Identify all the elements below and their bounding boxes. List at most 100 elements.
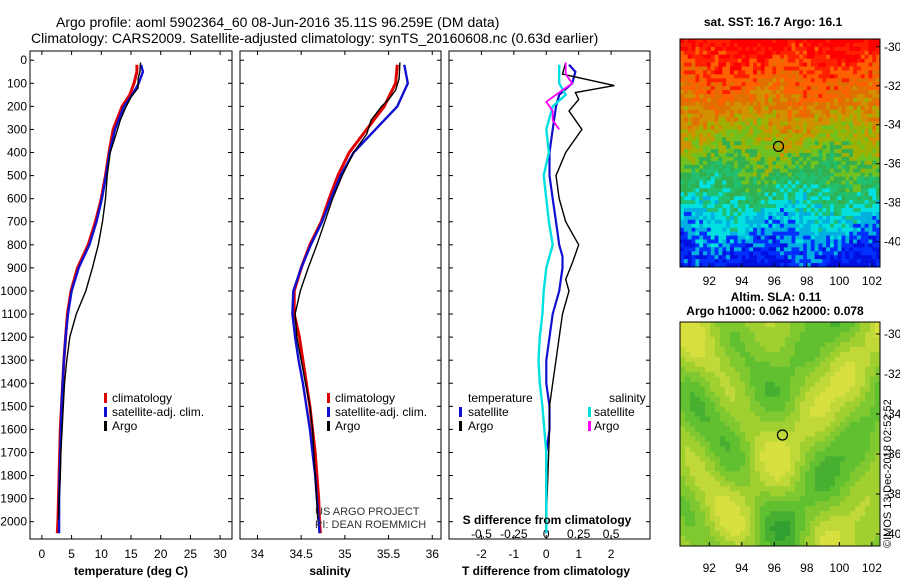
sst-cell	[833, 86, 838, 91]
sst-cell	[814, 113, 819, 118]
sst-cell	[760, 184, 765, 189]
sst-cell	[868, 239, 873, 244]
sla-cell	[775, 351, 781, 358]
sla-cell	[770, 521, 776, 527]
sst-cell	[749, 39, 754, 44]
sst-cell	[764, 74, 769, 79]
sst-cell	[687, 70, 692, 75]
sla-cell	[845, 431, 851, 437]
sst-cell	[753, 101, 758, 107]
sla-cell	[710, 371, 716, 378]
sst-cell	[703, 180, 708, 185]
x-tick-label: 10	[95, 547, 109, 561]
sst-cell	[745, 156, 750, 162]
sst-cell	[756, 117, 762, 122]
sst-cell	[810, 255, 815, 260]
sla-cell	[855, 391, 861, 397]
sst-cell	[680, 125, 685, 130]
sst-cell	[810, 180, 815, 185]
sla-cell	[825, 436, 831, 442]
sst-cell	[826, 117, 831, 122]
sst-cell	[826, 109, 831, 114]
profile-lines	[55, 62, 615, 534]
sst-cell	[768, 66, 773, 71]
sst-cell	[872, 149, 877, 154]
sla-cell	[850, 326, 856, 333]
sst-cell	[864, 54, 869, 59]
sla-cell	[815, 521, 821, 527]
sst-cell	[706, 125, 712, 130]
sst-cell	[741, 211, 746, 217]
sst-cell	[845, 82, 850, 87]
sst-cell	[822, 97, 827, 103]
sst-cell	[803, 156, 808, 162]
sst-cell	[833, 66, 838, 71]
sst-cell	[745, 62, 750, 67]
sst-cell	[841, 255, 846, 260]
sla-cell	[830, 486, 836, 492]
sst-cell	[841, 125, 846, 130]
sst-cell	[730, 255, 735, 260]
sla-cell	[810, 411, 816, 417]
sla-cell	[820, 501, 826, 507]
sst-cell	[772, 46, 777, 52]
sst-cell	[680, 54, 685, 59]
sla-cell	[795, 476, 801, 482]
sst-cell	[760, 149, 765, 154]
sla-cell	[730, 322, 736, 328]
sst-cell	[745, 117, 750, 122]
sst-cell	[710, 94, 715, 99]
sla-cell	[830, 351, 836, 358]
sst-cell	[791, 109, 796, 114]
sla-cell	[695, 446, 701, 452]
sla-cell	[710, 336, 716, 343]
sla-cell	[840, 401, 846, 407]
sst-cell	[699, 255, 704, 260]
sst-cell	[683, 247, 688, 252]
sla-cell	[865, 486, 871, 492]
sla-cell	[860, 496, 866, 502]
sst-cell	[795, 125, 800, 130]
sla-cell	[840, 461, 846, 467]
sla-cell	[775, 456, 781, 462]
sla-cell	[830, 461, 836, 467]
sst-cell	[703, 204, 708, 209]
sla-cell	[815, 346, 821, 353]
sst-cell	[826, 219, 831, 225]
sst-cell	[803, 168, 808, 173]
sla-cell	[690, 351, 696, 358]
sla-cell	[735, 411, 741, 417]
salinity-panel-frame	[239, 50, 442, 540]
sst-cell	[845, 239, 850, 244]
sla-cell	[710, 426, 716, 432]
sla-cell	[800, 322, 806, 328]
sst-cell	[845, 196, 850, 201]
sst-cell	[776, 208, 781, 213]
sla-cell	[720, 386, 726, 392]
sst-cell	[856, 223, 862, 228]
sst-cell	[841, 211, 846, 217]
sla-cell	[825, 351, 831, 358]
sst-cell	[741, 223, 746, 228]
sst-cell	[683, 54, 688, 59]
sla-cell	[845, 366, 851, 373]
sla-cell	[830, 441, 836, 447]
sst-cell	[803, 54, 808, 59]
sst-cell	[691, 255, 696, 260]
sla-cell	[735, 361, 741, 368]
sst-cell	[806, 66, 812, 71]
sst-cell	[733, 188, 738, 193]
sla-cell	[785, 471, 791, 477]
sst-cell	[764, 251, 769, 256]
sst-cell	[722, 109, 727, 114]
sst-cell	[687, 62, 692, 67]
sst-cell	[687, 168, 692, 173]
sst-cell	[749, 227, 754, 232]
sst-cell	[826, 243, 831, 248]
sst-cell	[706, 97, 712, 103]
sla-cell	[780, 431, 786, 437]
sla-cell	[730, 496, 736, 502]
sst-cell	[756, 50, 762, 56]
sst-cell	[826, 121, 831, 126]
sst-cell	[799, 94, 804, 99]
